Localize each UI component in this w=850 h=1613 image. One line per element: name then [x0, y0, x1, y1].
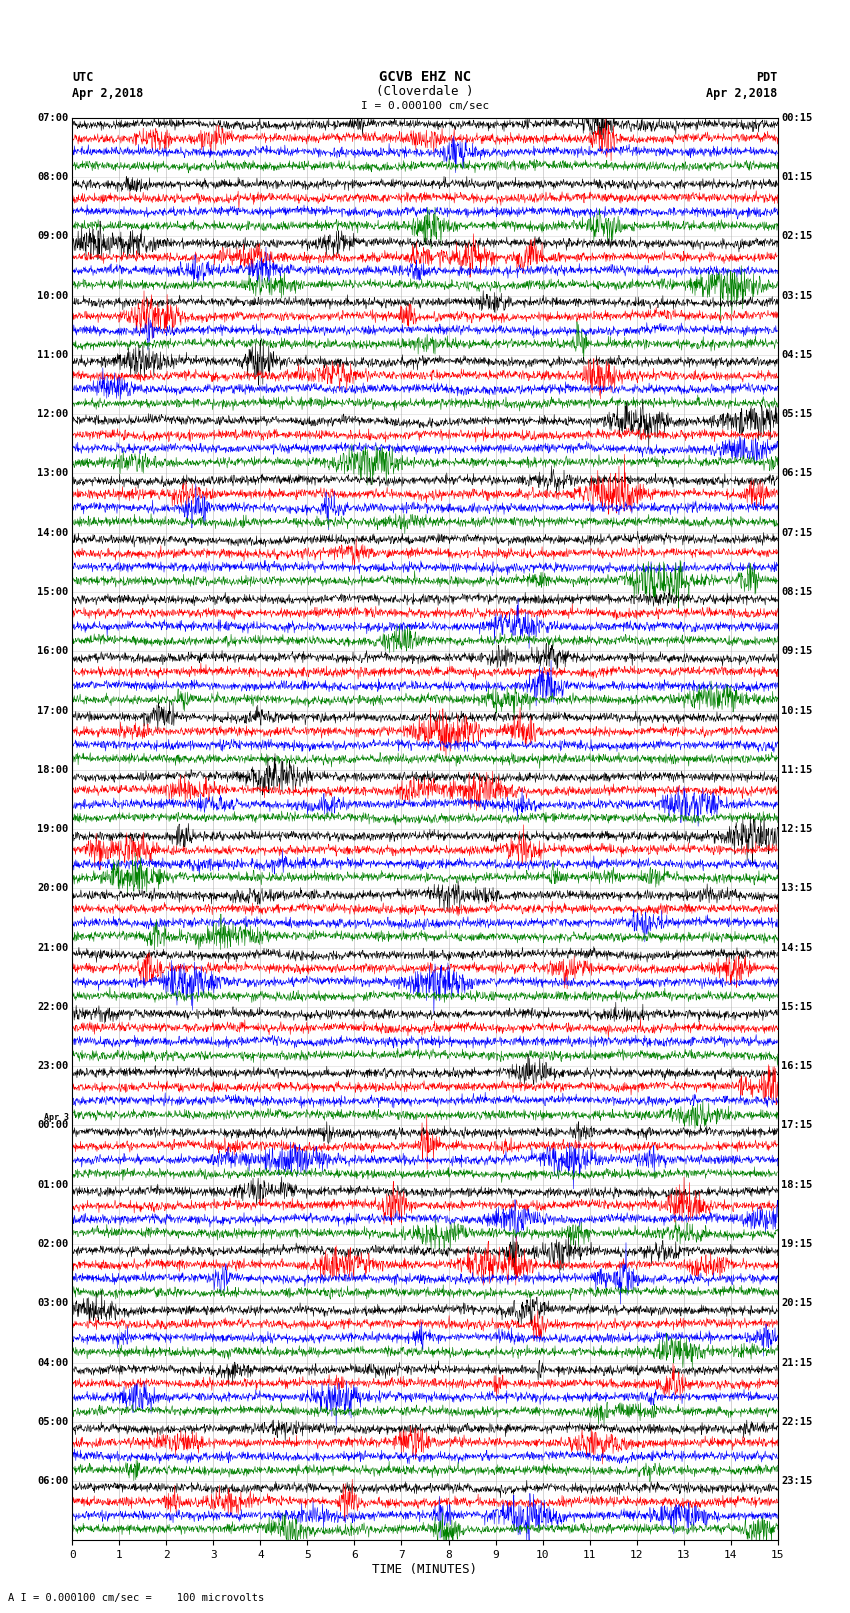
Text: 00:00: 00:00 [37, 1121, 69, 1131]
Text: 14:00: 14:00 [37, 527, 69, 537]
Text: 11:15: 11:15 [781, 765, 813, 774]
Text: 01:15: 01:15 [781, 173, 813, 182]
Text: 01:00: 01:00 [37, 1179, 69, 1190]
Text: 07:15: 07:15 [781, 527, 813, 537]
Text: 20:15: 20:15 [781, 1298, 813, 1308]
Text: 00:15: 00:15 [781, 113, 813, 123]
Text: 15:15: 15:15 [781, 1002, 813, 1011]
Text: 02:00: 02:00 [37, 1239, 69, 1248]
Text: A I = 0.000100 cm/sec =    100 microvolts: A I = 0.000100 cm/sec = 100 microvolts [8, 1594, 264, 1603]
Text: Apr 3: Apr 3 [43, 1113, 69, 1123]
Text: 18:00: 18:00 [37, 765, 69, 774]
Text: UTC: UTC [72, 71, 94, 84]
Text: 03:00: 03:00 [37, 1298, 69, 1308]
Text: 03:15: 03:15 [781, 290, 813, 300]
Text: 02:15: 02:15 [781, 231, 813, 242]
Text: Apr 2,2018: Apr 2,2018 [72, 87, 144, 100]
Text: 18:15: 18:15 [781, 1179, 813, 1190]
Text: 19:15: 19:15 [781, 1239, 813, 1248]
Text: 08:15: 08:15 [781, 587, 813, 597]
Text: (Cloverdale ): (Cloverdale ) [377, 85, 473, 98]
Text: 23:15: 23:15 [781, 1476, 813, 1486]
Text: 10:15: 10:15 [781, 705, 813, 716]
Text: 21:15: 21:15 [781, 1358, 813, 1368]
Text: GCVB EHZ NC: GCVB EHZ NC [379, 69, 471, 84]
Text: 04:15: 04:15 [781, 350, 813, 360]
Text: 05:15: 05:15 [781, 410, 813, 419]
Text: 17:00: 17:00 [37, 705, 69, 716]
Text: PDT: PDT [756, 71, 778, 84]
Text: Apr 2,2018: Apr 2,2018 [706, 87, 778, 100]
Text: 05:00: 05:00 [37, 1416, 69, 1428]
Text: I = 0.000100 cm/sec: I = 0.000100 cm/sec [361, 102, 489, 111]
Text: 11:00: 11:00 [37, 350, 69, 360]
Text: 21:00: 21:00 [37, 942, 69, 953]
Text: 06:00: 06:00 [37, 1476, 69, 1486]
Text: 10:00: 10:00 [37, 290, 69, 300]
Text: 13:15: 13:15 [781, 884, 813, 894]
Text: 12:15: 12:15 [781, 824, 813, 834]
Text: 07:00: 07:00 [37, 113, 69, 123]
Text: 09:00: 09:00 [37, 231, 69, 242]
Text: 12:00: 12:00 [37, 410, 69, 419]
X-axis label: TIME (MINUTES): TIME (MINUTES) [372, 1563, 478, 1576]
Text: 16:00: 16:00 [37, 647, 69, 656]
Text: 06:15: 06:15 [781, 468, 813, 479]
Text: 13:00: 13:00 [37, 468, 69, 479]
Text: 08:00: 08:00 [37, 173, 69, 182]
Text: 14:15: 14:15 [781, 942, 813, 953]
Text: 15:00: 15:00 [37, 587, 69, 597]
Text: 22:00: 22:00 [37, 1002, 69, 1011]
Text: 04:00: 04:00 [37, 1358, 69, 1368]
Text: 19:00: 19:00 [37, 824, 69, 834]
Text: 23:00: 23:00 [37, 1061, 69, 1071]
Text: 09:15: 09:15 [781, 647, 813, 656]
Text: 22:15: 22:15 [781, 1416, 813, 1428]
Text: 17:15: 17:15 [781, 1121, 813, 1131]
Text: 16:15: 16:15 [781, 1061, 813, 1071]
Text: 20:00: 20:00 [37, 884, 69, 894]
